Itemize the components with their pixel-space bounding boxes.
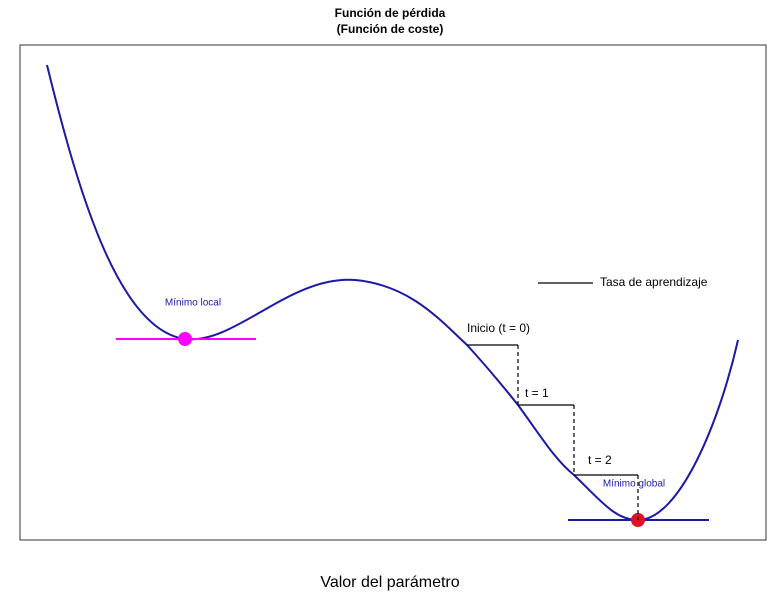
x-axis-label: Valor del parámetro xyxy=(320,574,459,591)
annotation: Inicio (t = 0) xyxy=(467,321,530,335)
annotation: Mínimo local xyxy=(165,298,221,309)
local-min-point xyxy=(178,332,192,346)
loss-curve xyxy=(46,64,739,522)
annotation: Mínimo global xyxy=(603,479,665,490)
annotation: t = 1 xyxy=(525,386,549,400)
plot-frame xyxy=(19,44,767,541)
legend-label: Tasa de aprendizaje xyxy=(600,275,708,289)
title-line: (Función de coste) xyxy=(337,22,444,36)
annotation: t = 2 xyxy=(588,453,612,467)
steps xyxy=(467,344,639,520)
title-line: Función de pérdida xyxy=(335,6,446,20)
